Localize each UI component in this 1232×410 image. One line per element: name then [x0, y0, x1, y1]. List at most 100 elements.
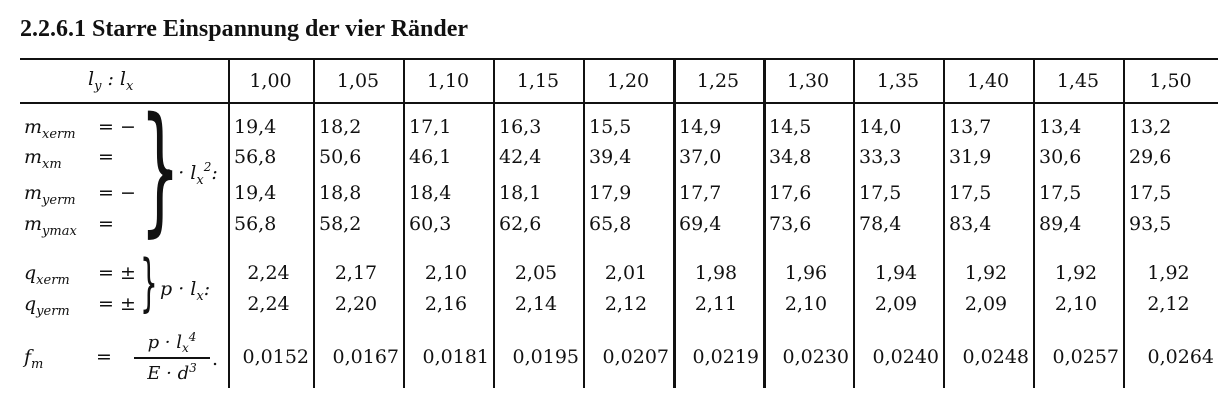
header-rule: [20, 102, 1218, 104]
row-operator: =: [98, 146, 114, 168]
table-cell: 2,17: [334, 262, 378, 284]
symbol-subscript: yerm: [36, 304, 70, 319]
shear-factor: p · lx:: [160, 278, 211, 304]
table-cell: 18,4: [409, 182, 452, 204]
symbol-letter: m: [24, 182, 43, 204]
table-cell: 15,5: [589, 116, 632, 138]
table-cell: 18,2: [319, 116, 362, 138]
row-symbol: qyerm: [24, 293, 70, 319]
table-cell: 17,9: [589, 182, 632, 204]
table-cell: 0,0230: [782, 346, 849, 368]
column-divider: [313, 58, 315, 388]
table-cell: 14,9: [679, 116, 722, 138]
table-cell: 83,4: [949, 213, 992, 235]
table-cell: 14,0: [859, 116, 902, 138]
table-cell: 29,6: [1129, 146, 1172, 168]
table-cell: 17,1: [409, 116, 452, 138]
table-cell: 2,24: [247, 262, 290, 284]
header-ratio: 1,20: [606, 70, 650, 92]
table-cell: 1,98: [694, 262, 738, 284]
table-cell: 13,2: [1129, 116, 1172, 138]
symbol-subscript: yerm: [42, 193, 76, 208]
table-cell: 31,9: [949, 146, 992, 168]
symbol-letter: m: [24, 146, 43, 168]
column-divider: [763, 58, 766, 388]
symbol-subscript: ymax: [42, 224, 77, 239]
row-operator: =: [98, 213, 114, 235]
table-cell: 58,2: [319, 213, 362, 235]
table-cell: 17,5: [1039, 182, 1082, 204]
table-cell: 17,5: [949, 182, 992, 204]
table-cell: 2,01: [604, 262, 648, 284]
table-cell: 0,0195: [512, 346, 579, 368]
table-cell: 1,92: [964, 262, 1008, 284]
row-symbol: qxerm: [24, 262, 70, 288]
table-cell: 2,24: [247, 293, 290, 315]
table-cell: 0,0264: [1147, 346, 1214, 368]
header-ratio: 1,50: [1149, 70, 1192, 92]
table-cell: 2,12: [604, 293, 648, 315]
table-cell: 16,3: [499, 116, 542, 138]
table-cell: 0,0257: [1052, 346, 1119, 368]
table-cell: 34,8: [769, 146, 812, 168]
row-operator: = ±: [98, 293, 136, 315]
table-cell: 1,94: [874, 262, 918, 284]
table-cell: 14,5: [769, 116, 812, 138]
table-cell: 62,6: [499, 213, 542, 235]
table-cell: 60,3: [409, 213, 452, 235]
row-operator: =: [96, 346, 112, 368]
fraction-denominator: E · d3: [147, 360, 197, 384]
table-cell: 89,4: [1039, 213, 1082, 235]
table-cell: 50,6: [319, 146, 362, 168]
symbol-letter: q: [24, 262, 37, 284]
table-cell: 18,1: [499, 182, 542, 204]
table-cell: 1,92: [1054, 262, 1098, 284]
table-cell: 2,09: [964, 293, 1008, 315]
table-cell: 0,0152: [242, 346, 309, 368]
column-divider: [943, 58, 945, 388]
header-label: ly : lx: [88, 68, 134, 94]
fraction-bar: [134, 357, 210, 359]
table-cell: 17,5: [1129, 182, 1172, 204]
section-title: 2.2.6.1 Starre Einspannung der vier Ränd…: [20, 16, 469, 42]
symbol-letter: f: [24, 346, 32, 368]
column-divider: [1123, 58, 1125, 388]
header-ratio: 1,30: [786, 70, 830, 92]
fraction-period: .: [212, 348, 219, 370]
table-cell: 78,4: [859, 213, 902, 235]
header-ratio: 1,00: [249, 70, 292, 92]
column-divider: [583, 58, 585, 388]
column-divider: [403, 58, 405, 388]
table-cell: 39,4: [589, 146, 632, 168]
symbol-letter: m: [24, 213, 43, 235]
table-cell: 0,0240: [872, 346, 939, 368]
symbol-letter: q: [24, 293, 37, 315]
table-cell: 73,6: [769, 213, 812, 235]
table-cell: 0,0248: [962, 346, 1029, 368]
moment-brace: }: [140, 88, 181, 251]
table-cell: 65,8: [589, 213, 632, 235]
table-cell: 2,11: [694, 293, 738, 315]
table-cell: 0,0207: [602, 346, 669, 368]
table-cell: 2,14: [514, 293, 558, 315]
row-symbol: mxerm: [24, 116, 76, 142]
table-cell: 0,0219: [692, 346, 759, 368]
symbol-subscript: xerm: [42, 127, 76, 142]
table-cell: 0,0167: [332, 346, 399, 368]
fraction-numerator: p · lx4: [147, 330, 197, 355]
row-operator: = −: [98, 182, 136, 204]
table-cell: 37,0: [679, 146, 722, 168]
table-cell: 19,4: [234, 182, 277, 204]
table-cell: 56,8: [234, 146, 277, 168]
column-divider: [673, 58, 676, 388]
table-cell: 2,10: [784, 293, 828, 315]
table-cell: 69,4: [679, 213, 722, 235]
moment-factor: p · lx2:: [160, 160, 218, 188]
column-divider: [493, 58, 495, 388]
symbol-subscript: xm: [42, 157, 62, 172]
row-symbol: myerm: [24, 182, 76, 208]
table-cell: 2,05: [514, 262, 558, 284]
table-cell: 19,4: [234, 116, 277, 138]
table-cell: 0,0181: [422, 346, 489, 368]
table-cell: 17,7: [679, 182, 722, 204]
